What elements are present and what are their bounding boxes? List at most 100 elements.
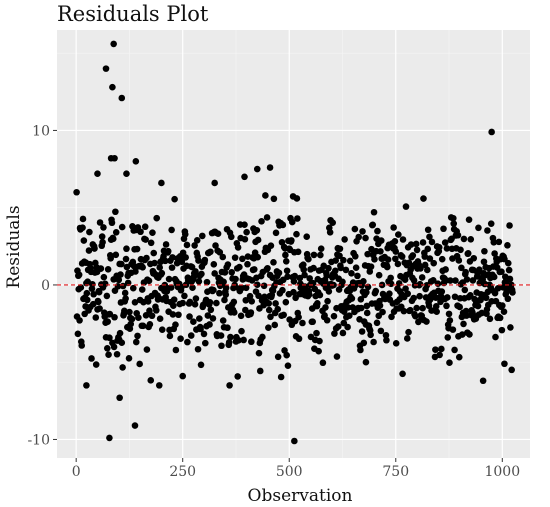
data-point	[382, 331, 390, 339]
data-point	[265, 306, 273, 314]
data-point	[333, 353, 341, 360]
data-point	[419, 239, 427, 246]
data-point	[74, 330, 82, 338]
data-point	[253, 165, 261, 173]
data-point	[291, 437, 298, 445]
data-point	[496, 314, 504, 322]
data-point	[352, 264, 360, 271]
data-point	[238, 327, 245, 335]
data-point	[270, 258, 277, 266]
data-point	[212, 242, 219, 249]
data-point	[161, 257, 169, 265]
data-point	[446, 317, 454, 324]
data-point	[293, 195, 301, 202]
data-point	[100, 273, 108, 281]
data-point	[259, 333, 266, 341]
data-point	[170, 296, 178, 303]
data-point	[337, 264, 345, 272]
data-point	[83, 296, 91, 304]
data-point	[293, 230, 300, 238]
data-point	[490, 273, 498, 281]
data-point	[367, 263, 375, 270]
data-point	[99, 238, 106, 246]
data-point	[316, 291, 324, 299]
data-point	[383, 263, 391, 271]
data-point	[193, 237, 201, 244]
data-point	[121, 307, 128, 315]
data-point	[145, 277, 153, 285]
data-point	[156, 264, 163, 271]
data-point	[458, 331, 466, 338]
data-point	[406, 306, 414, 314]
data-point	[505, 266, 513, 274]
data-point	[125, 355, 133, 362]
data-point	[170, 302, 177, 310]
data-point	[254, 236, 262, 244]
data-point	[79, 215, 87, 223]
data-point	[112, 251, 120, 259]
data-point	[187, 332, 195, 339]
data-point	[443, 302, 450, 310]
data-point	[192, 268, 199, 275]
x-tick-label: 750	[382, 464, 409, 480]
data-point	[165, 275, 173, 283]
data-point	[451, 293, 459, 301]
data-point	[370, 208, 378, 216]
data-point	[444, 294, 451, 301]
data-point	[426, 255, 434, 262]
data-point	[121, 289, 129, 297]
data-point	[391, 238, 399, 245]
data-point	[290, 278, 298, 285]
data-point	[446, 359, 453, 366]
data-point	[363, 309, 371, 317]
data-point	[280, 311, 288, 319]
data-point	[168, 264, 176, 271]
data-point	[110, 40, 117, 48]
data-point	[89, 300, 97, 308]
data-point	[410, 277, 418, 284]
data-point	[219, 253, 227, 261]
data-point	[195, 278, 203, 285]
data-point	[387, 280, 395, 288]
data-point	[267, 242, 275, 249]
data-point	[351, 225, 359, 233]
data-point	[407, 241, 415, 248]
data-point	[118, 260, 125, 268]
data-point	[305, 291, 313, 298]
data-point	[139, 264, 146, 271]
data-point	[230, 298, 238, 306]
data-point	[181, 292, 188, 300]
data-point	[423, 318, 430, 325]
data-point	[351, 252, 359, 260]
data-point	[412, 240, 420, 248]
data-point	[242, 296, 250, 304]
data-point	[186, 298, 194, 306]
data-point	[143, 254, 150, 262]
data-point	[331, 267, 339, 275]
data-point	[423, 281, 431, 289]
data-point	[509, 289, 516, 296]
data-point	[272, 300, 279, 307]
data-point	[85, 247, 93, 254]
data-point	[504, 259, 512, 267]
data-point	[255, 349, 263, 357]
data-point	[241, 235, 249, 243]
y-tick-label: -10	[27, 432, 50, 448]
data-point	[341, 236, 348, 243]
data-point	[179, 299, 187, 307]
data-point	[203, 278, 211, 286]
data-point	[267, 313, 274, 321]
data-point	[424, 226, 432, 234]
data-point	[438, 345, 445, 353]
data-point	[104, 266, 112, 273]
data-point	[131, 422, 139, 429]
data-point	[447, 277, 454, 284]
data-point	[190, 318, 197, 326]
data-point	[486, 315, 494, 323]
data-point	[400, 307, 408, 315]
data-point	[277, 373, 285, 381]
data-point	[369, 221, 377, 229]
data-point	[214, 230, 222, 238]
y-tick-label: 10	[32, 123, 50, 139]
